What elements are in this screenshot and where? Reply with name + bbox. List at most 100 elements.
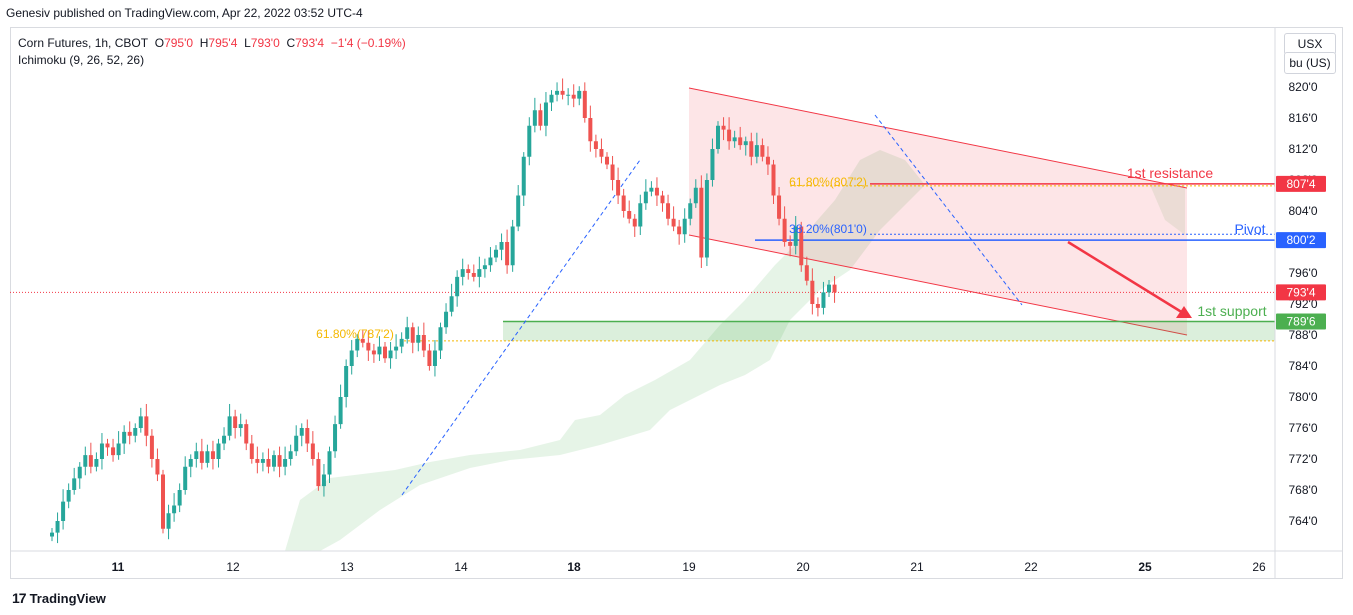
indicator-line: Ichimoku (9, 26, 52, 26) (18, 53, 145, 67)
candle-body (360, 338, 365, 343)
candle-body (527, 125, 532, 157)
candle-body (716, 125, 720, 149)
pivot-label: Pivot (1234, 221, 1265, 237)
candle-body (599, 149, 604, 157)
candle-body (827, 284, 831, 293)
candle-body (660, 195, 665, 204)
y-tick-label: 772'0 (1289, 452, 1318, 466)
candle-body (405, 327, 410, 339)
high-label: H (199, 36, 209, 50)
candle-body (577, 90, 582, 99)
candle-body (144, 416, 149, 436)
candle-body (377, 346, 382, 355)
candle-body (505, 242, 510, 266)
candle-body (233, 416, 238, 428)
candle-body (355, 338, 360, 351)
candle-body (516, 195, 521, 227)
candle-body (410, 327, 415, 343)
candle-body (288, 451, 293, 459)
candle-body (765, 156, 770, 165)
candle-body (466, 269, 471, 273)
channel-fill (689, 88, 1187, 335)
candle-body (199, 451, 204, 463)
candle-body (538, 110, 543, 126)
price-tag-label: 789'6 (1287, 314, 1316, 328)
candle-body (693, 187, 698, 204)
y-tick-label: 820'0 (1289, 80, 1318, 94)
candle-body (255, 459, 260, 463)
candle-body (55, 521, 60, 533)
symbol-line: Corn Futures, 1h, CBOT O795'0 H795'4 L79… (18, 35, 406, 52)
candle-body (804, 265, 809, 281)
price-tag-label: 807'4 (1287, 177, 1316, 191)
candle-body (383, 346, 387, 359)
candle-body (222, 435, 227, 444)
y-tick-label: 812'0 (1289, 142, 1318, 156)
candle-body (366, 342, 371, 351)
candle-body (555, 90, 560, 95)
ichimoku-cloud (285, 150, 925, 551)
candle-body (299, 428, 304, 436)
price-tag (1276, 313, 1326, 330)
candle-body (349, 350, 354, 366)
candle-body (610, 164, 615, 180)
candle-body (77, 466, 82, 479)
candle-body (394, 346, 399, 351)
candle-body (704, 180, 709, 258)
currency-button[interactable]: USX (1284, 33, 1336, 55)
candle-body (815, 304, 820, 308)
candle-body (810, 280, 815, 304)
y-tick-label: 764'0 (1289, 514, 1318, 528)
candle-body (194, 451, 199, 459)
candle-body (560, 90, 565, 95)
low-value: 793'0 (250, 36, 280, 50)
candle-body (532, 110, 537, 126)
candle-body (771, 164, 776, 196)
x-tick-label: 21 (910, 560, 924, 574)
candle-body (72, 478, 77, 490)
y-tick-label: 776'0 (1289, 421, 1318, 435)
tradingview-brand: TradingView (29, 590, 106, 606)
candle-body (238, 424, 243, 428)
candle-body (166, 513, 171, 529)
candle-body (388, 350, 393, 359)
candle-body (643, 191, 648, 204)
channel-lower-line (688, 234, 1188, 336)
close-label: C (286, 36, 296, 50)
tradingview-footer[interactable]: 17 TradingView (12, 590, 106, 606)
change-value: −1'4 (−0.19%) (330, 36, 406, 50)
candle-body (471, 273, 476, 277)
low-label: L (244, 36, 251, 50)
candle-body (666, 203, 671, 219)
y-tick-label: 792'0 (1289, 297, 1318, 311)
candle-body (616, 180, 621, 196)
x-tick-label: 13 (340, 560, 354, 574)
price-tag (1276, 284, 1326, 301)
candle-body (510, 226, 515, 266)
candle-body (161, 474, 165, 529)
ichimoku-cloud-future (1150, 185, 1185, 235)
candle-body (399, 338, 404, 347)
candle-body (438, 327, 443, 351)
unit-button[interactable]: bu (US) (1284, 52, 1336, 74)
channel-upper-line (688, 87, 1188, 189)
candle-body (543, 102, 548, 126)
candle-body (677, 226, 682, 235)
x-tick-label: 22 (1024, 560, 1038, 574)
x-tick-label: 25 (1138, 560, 1152, 574)
chart-legend: Corn Futures, 1h, CBOT O795'0 H795'4 L79… (18, 35, 406, 69)
candle-body (494, 249, 498, 258)
candle-body (327, 451, 332, 475)
x-tick-label: 11 (112, 560, 125, 574)
candle-body (338, 397, 343, 425)
candle-body (788, 242, 793, 246)
price-tag-label: 793'4 (1287, 285, 1316, 299)
candle-body (749, 141, 754, 157)
candle-body (799, 226, 804, 266)
candle-body (654, 187, 659, 196)
candle-body (477, 269, 482, 277)
candle-body (710, 149, 715, 180)
candle-body (588, 118, 593, 142)
support-label: 1st support (1197, 303, 1266, 319)
